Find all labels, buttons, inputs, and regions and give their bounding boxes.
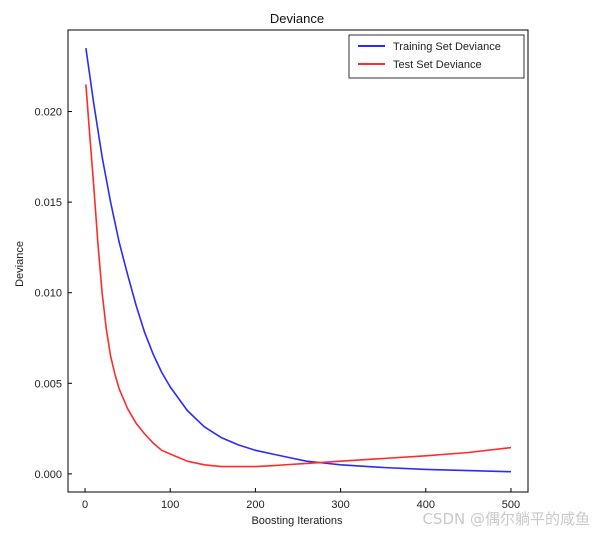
legend-label-test: Test Set Deviance xyxy=(393,59,482,71)
y-tick-label: 0.010 xyxy=(34,288,62,300)
x-tick-label: 100 xyxy=(161,499,179,511)
x-tick-label: 200 xyxy=(246,499,264,511)
x-tick-label: 0 xyxy=(82,499,88,511)
legend-label-training: Training Set Deviance xyxy=(393,41,501,53)
y-tick-label: 0.015 xyxy=(34,197,62,209)
x-axis-ticks: 0 100 200 300 400 500 xyxy=(82,488,520,511)
y-tick-label: 0.020 xyxy=(34,107,62,119)
x-tick-label: 400 xyxy=(417,499,435,511)
training-deviance-line xyxy=(85,47,512,473)
series-lines xyxy=(85,47,512,473)
x-tick-label: 300 xyxy=(331,499,349,511)
y-axis-label: Deviance xyxy=(14,241,26,287)
chart-title: Deviance xyxy=(270,11,324,26)
legend-box xyxy=(348,34,525,79)
legend: Training Set Deviance Test Set Deviance xyxy=(348,34,525,79)
y-tick-label: 0.000 xyxy=(34,469,62,481)
x-tick-label: 500 xyxy=(502,499,520,511)
test-deviance-line xyxy=(85,84,512,468)
watermark-text: CSDN @偶尔躺平的咸鱼 xyxy=(422,510,590,528)
y-axis-ticks: 0.000 0.005 0.010 0.015 0.020 xyxy=(34,107,72,481)
x-axis-label: Boosting Iterations xyxy=(251,515,343,527)
plot-frame xyxy=(67,29,529,493)
y-tick-label: 0.005 xyxy=(34,378,62,390)
